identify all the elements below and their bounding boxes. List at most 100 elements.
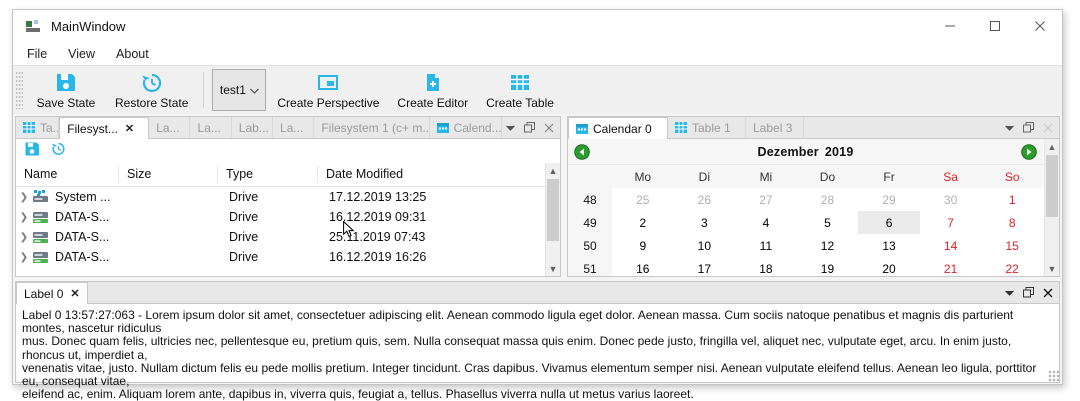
title-bar: MainWindow [13, 10, 1062, 42]
restore-icon[interactable] [521, 119, 538, 137]
restore-icon[interactable] [1020, 284, 1037, 302]
calendar-day[interactable]: 15 [1005, 238, 1019, 253]
filesystem-scrollbar[interactable]: ▲ ▼ [545, 163, 560, 276]
tab-table[interactable]: Ta... [16, 117, 60, 138]
expand-arrow-icon[interactable]: ❯ [19, 251, 29, 263]
chevron-down-icon[interactable] [1001, 119, 1018, 137]
menu-item-about[interactable]: About [116, 46, 149, 61]
column-header-size[interactable]: Size [119, 165, 218, 183]
scrollbar-thumb[interactable] [547, 179, 559, 241]
column-header-name[interactable]: Name [16, 165, 119, 183]
table-grid-icon [507, 71, 533, 94]
tab-filesystem[interactable]: Filesyst... ✕ [59, 117, 150, 139]
calendar-day[interactable]: 7 [947, 215, 954, 230]
create-table-button[interactable]: Create Table [477, 68, 563, 112]
minimize-icon[interactable] [927, 10, 972, 42]
calendar-day[interactable]: 30 [943, 192, 958, 207]
save-state-button[interactable]: Save State [26, 68, 106, 112]
calendar-day[interactable]: 11 [759, 238, 773, 253]
tab-label-a[interactable]: La... [149, 117, 191, 138]
calendar-day[interactable]: 3 [701, 215, 708, 230]
calendar-scrollbar[interactable]: ▲ ▼ [1044, 139, 1059, 276]
tab-label: Lab... [238, 120, 269, 135]
resize-grip[interactable] [1048, 370, 1061, 383]
tab-filesystem-1[interactable]: Filesystem 1 (c+ m... [314, 117, 430, 138]
chevron-down-icon [249, 83, 259, 97]
calendar-month: Dezember [757, 144, 819, 159]
calendar-day[interactable]: 22 [1005, 261, 1019, 276]
calendar-day[interactable]: 10 [697, 238, 712, 253]
table-row[interactable]: ❯ DATA-S... Drive 25.11.2019 07:43 [16, 227, 560, 247]
create-perspective-button[interactable]: Create Perspective [268, 68, 388, 112]
chevron-down-icon[interactable] [1001, 284, 1018, 302]
calendar-year: 2019 [824, 144, 854, 159]
calendar-day[interactable]: 26 [697, 192, 712, 207]
calendar-day[interactable]: 2 [639, 215, 647, 230]
perspective-combo[interactable]: test1 [212, 69, 267, 111]
calendar-icon [436, 122, 449, 133]
calendar-day[interactable]: 29 [882, 192, 896, 207]
tab-table-1[interactable]: Table 1 [668, 117, 746, 138]
calendar-day[interactable]: 5 [824, 215, 831, 230]
tab-calendar-0[interactable]: Calendar 0 [568, 117, 668, 139]
calendar-day[interactable]: 28 [820, 192, 835, 207]
restore-history-icon[interactable] [51, 142, 66, 159]
calendar-day[interactable]: 13 [882, 238, 896, 253]
menu-item-view[interactable]: View [68, 46, 96, 61]
calendar-day[interactable]: 17 [697, 261, 712, 276]
close-icon[interactable] [1039, 119, 1056, 137]
table-row[interactable]: ❯ DATA-S... Drive 16.12.2019 09:31 [16, 207, 560, 227]
scroll-down-icon[interactable]: ▼ [1047, 263, 1057, 274]
calendar-day[interactable]: 20 [882, 261, 896, 276]
row-date: 17.12.2019 13:25 [329, 190, 427, 204]
tab-label-0[interactable]: Label 0 ✕ [16, 282, 88, 304]
close-icon[interactable] [1017, 10, 1062, 42]
prev-arrow-icon[interactable] [574, 143, 590, 160]
table-row[interactable]: ❯ DATA-S... Drive 16.12.2019 16:26 [16, 247, 560, 267]
next-arrow-icon[interactable] [1021, 143, 1037, 160]
tab-label: Label 0 [24, 286, 64, 301]
tab-close-icon[interactable]: ✕ [124, 123, 135, 135]
row-date: 25.11.2019 07:43 [329, 230, 426, 244]
calendar-day[interactable]: 9 [639, 238, 647, 253]
column-header-type[interactable]: Type [218, 165, 318, 183]
expand-arrow-icon[interactable]: ❯ [19, 191, 29, 203]
close-icon[interactable] [1039, 284, 1056, 302]
scrollbar-thumb[interactable] [1046, 155, 1058, 217]
expand-arrow-icon[interactable]: ❯ [19, 231, 29, 243]
tab-label-c[interactable]: Lab... [231, 117, 274, 138]
tab-close-icon[interactable]: ✕ [70, 288, 80, 300]
filesystem-column-headers: Name Size Type Date Modified [16, 162, 560, 187]
restore-state-button[interactable]: Restore State [106, 68, 197, 112]
maximize-icon[interactable] [972, 10, 1017, 42]
calendar-day[interactable]: 16 [636, 261, 650, 276]
calendar-day-selected[interactable]: 6 [858, 211, 920, 234]
calendar-day[interactable]: 4 [762, 215, 770, 230]
calendar-day[interactable]: 21 [943, 261, 958, 276]
create-editor-button[interactable]: Create Editor [388, 68, 477, 112]
expand-arrow-icon[interactable]: ❯ [19, 211, 29, 223]
chevron-down-icon[interactable] [502, 119, 519, 137]
calendar-day[interactable]: 27 [759, 192, 773, 207]
table-row[interactable]: ❯ System ... Drive 17.12.2019 13:25 [16, 187, 560, 207]
save-icon[interactable] [25, 142, 40, 159]
column-header-date[interactable]: Date Modified [326, 167, 404, 181]
tab-label-d[interactable]: La... [273, 117, 315, 138]
calendar-day[interactable]: 18 [759, 261, 773, 276]
calendar-day[interactable]: 19 [820, 261, 835, 276]
toolbar-drag-handle[interactable] [16, 71, 23, 109]
scroll-down-icon[interactable]: ▼ [548, 263, 558, 274]
scroll-up-icon[interactable]: ▲ [1047, 141, 1057, 152]
tab-label-3[interactable]: Label 3 [746, 117, 804, 138]
scroll-up-icon[interactable]: ▲ [548, 165, 558, 176]
restore-icon[interactable] [1020, 119, 1037, 137]
calendar-day[interactable]: 1 [1008, 192, 1016, 207]
close-icon[interactable] [540, 119, 557, 137]
menu-item-file[interactable]: File [27, 46, 48, 61]
calendar-day[interactable]: 14 [943, 238, 958, 253]
calendar-day[interactable]: 25 [636, 192, 650, 207]
calendar-day[interactable]: 12 [820, 238, 835, 253]
tab-calendar[interactable]: Calend... [429, 117, 502, 138]
calendar-day[interactable]: 8 [1008, 215, 1016, 230]
tab-label-b[interactable]: La... [190, 117, 232, 138]
